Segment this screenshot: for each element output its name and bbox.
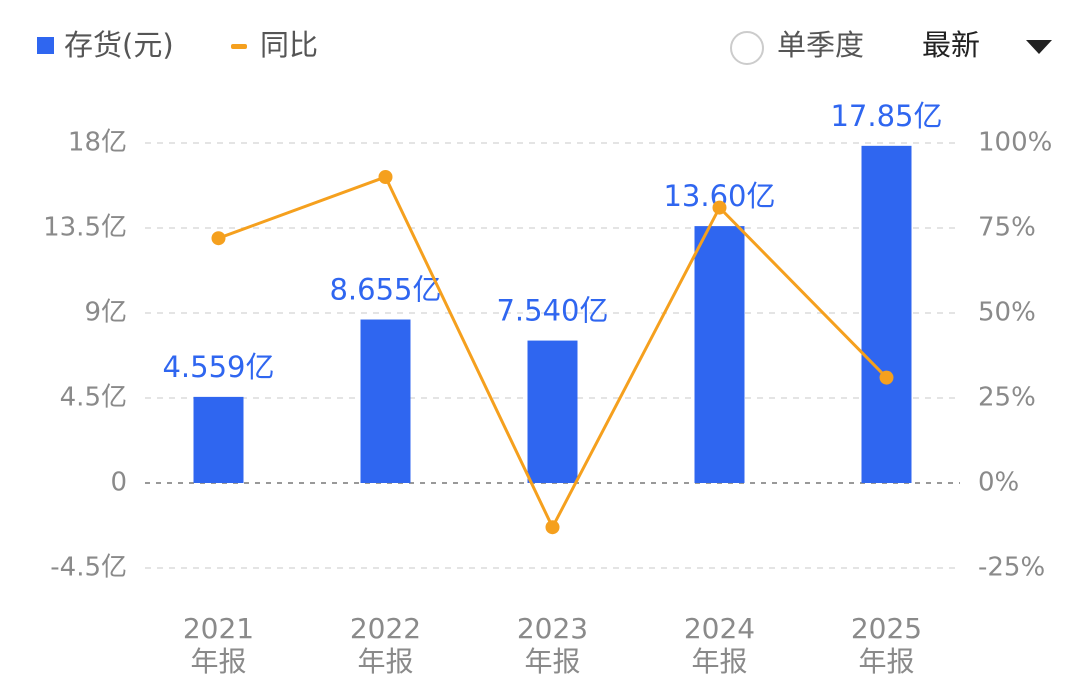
y-tick-label: 18亿: [68, 128, 127, 158]
data-label: 8.655亿: [329, 273, 441, 307]
line-point: [879, 370, 894, 385]
bar: [527, 340, 578, 483]
y2-tick-label: 100%: [978, 128, 1052, 158]
data-label: 4.559亿: [162, 350, 274, 384]
single-quarter[interactable]: 单季度: [777, 28, 864, 62]
legend-label: 存货(元): [64, 28, 174, 62]
x-tick-label: 2022 年报: [349, 612, 422, 678]
period-select[interactable]: 最新: [922, 28, 980, 62]
y2-tick-label: 0%: [978, 468, 1019, 498]
y2-tick-label: 50%: [978, 298, 1036, 328]
y2-tick-label: 25%: [978, 383, 1036, 413]
line-point: [211, 231, 226, 246]
y-tick-label: -4.5亿: [50, 553, 127, 583]
bar: [861, 145, 912, 484]
data-label: 17.85亿: [830, 99, 942, 133]
y-tick-label: 13.5亿: [43, 213, 127, 243]
y2-tick-label: 75%: [978, 213, 1036, 243]
bar: [193, 396, 244, 483]
y-tick-label: 0: [110, 468, 127, 498]
x-tick-label: 2024 年报: [683, 612, 756, 678]
radio[interactable]: [730, 31, 764, 65]
bar: [360, 319, 411, 483]
legend-swatch: [231, 44, 247, 49]
x-tick-label: 2025 年报: [850, 612, 923, 678]
y2-tick-label: -25%: [978, 553, 1045, 583]
legend-label: 同比: [260, 28, 318, 62]
x-tick-label: 2023 年报: [516, 612, 589, 678]
bar: [694, 226, 745, 483]
line-point: [378, 170, 393, 184]
line-point: [712, 200, 727, 215]
y-tick-label: 4.5亿: [60, 383, 127, 413]
dropdown-arrow[interactable]: [1026, 40, 1052, 54]
line-point: [545, 520, 560, 535]
legend-swatch: [37, 37, 54, 54]
x-tick-label: 2021 年报: [182, 612, 255, 678]
data-label: 7.540亿: [496, 294, 608, 328]
y-tick-label: 9亿: [84, 298, 127, 328]
